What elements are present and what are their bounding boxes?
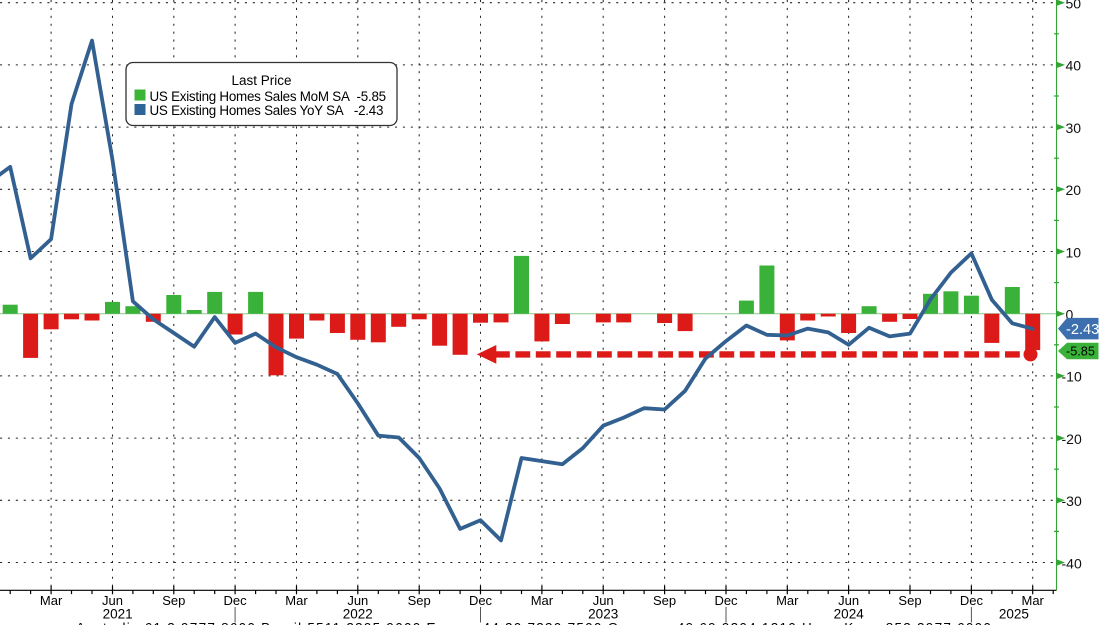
svg-text:-30: -30 [1062,493,1082,509]
svg-text:Australia 61 2 9777 8600 Brazi: Australia 61 2 9777 8600 Brazil 5511 239… [76,620,992,625]
svg-text:US Existing Homes Sales MoM SA: US Existing Homes Sales MoM SA -5.85 [150,89,386,104]
svg-text:30: 30 [1066,120,1082,136]
svg-text:Last Price: Last Price [231,73,291,88]
svg-text:Sep: Sep [898,593,921,608]
svg-text:Jun: Jun [838,593,859,608]
svg-text:Dec: Dec [714,593,738,608]
svg-text:-5.85: -5.85 [1066,345,1095,359]
svg-text:-2.43: -2.43 [1066,322,1099,338]
svg-text:-40: -40 [1062,555,1082,571]
svg-text:2024: 2024 [834,607,865,622]
svg-text:Mar: Mar [40,593,63,608]
svg-text:Sep: Sep [408,593,431,608]
svg-text:Dec: Dec [224,593,248,608]
svg-text:2022: 2022 [343,607,373,622]
svg-text:Mar: Mar [1022,593,1045,608]
svg-text:Mar: Mar [776,593,799,608]
svg-text:Sep: Sep [162,593,185,608]
svg-text:50: 50 [1066,0,1082,12]
svg-text:2021: 2021 [103,607,133,622]
svg-text:-20: -20 [1062,431,1082,447]
svg-text:Mar: Mar [531,593,554,608]
svg-text:Jun: Jun [347,593,368,608]
svg-text:Mar: Mar [285,593,308,608]
svg-text:10: 10 [1066,244,1082,260]
svg-text:-10: -10 [1062,369,1082,385]
svg-text:Dec: Dec [469,593,493,608]
svg-text:Sep: Sep [653,593,676,608]
svg-text:US Existing Homes Sales YoY SA: US Existing Homes Sales YoY SA -2.43 [150,103,384,118]
svg-text:40: 40 [1066,58,1082,74]
svg-text:Jun: Jun [102,593,123,608]
svg-text:2025: 2025 [999,607,1029,622]
svg-text:0: 0 [1066,307,1074,323]
svg-text:2023: 2023 [588,607,618,622]
svg-text:Jun: Jun [593,593,614,608]
svg-text:Dec: Dec [960,593,984,608]
svg-text:20: 20 [1066,182,1082,198]
